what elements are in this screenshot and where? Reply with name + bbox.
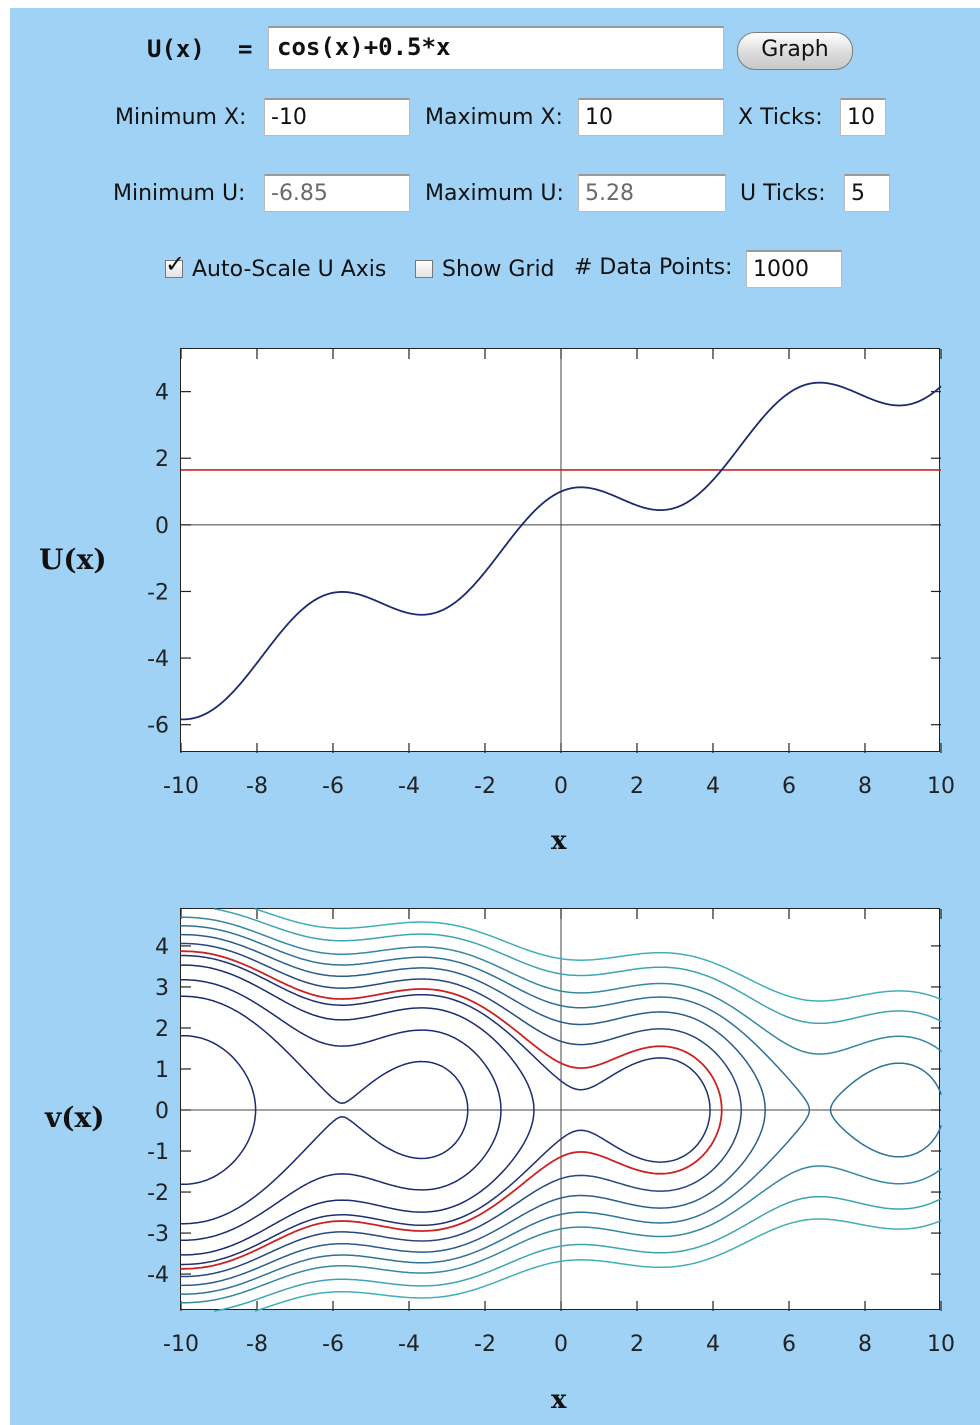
y-tick-label: -2	[147, 580, 169, 605]
x-tick-label: -10	[163, 774, 199, 799]
x-tick-label: 6	[782, 774, 796, 799]
phase-contour	[180, 979, 502, 1241]
u-axis-label: U(x)	[39, 543, 107, 576]
autoscale-label: Auto-Scale U Axis	[192, 257, 387, 282]
app-window: U(x) = cos(x)+0.5*x Graph Minimum X: -10…	[10, 8, 980, 1425]
x-tick-label: 10	[927, 774, 955, 799]
data-points-field[interactable]: 1000	[746, 250, 842, 288]
phase-plot: -10 -8 -6 -4 -2 0 2 4 6 8 10 4 3 2 1 0 -1 -2 -3 -4	[147, 908, 955, 1357]
min-x-field[interactable]: -10	[264, 98, 410, 136]
phase-contour-highlighted	[180, 950, 723, 1270]
y-tick-label: 2	[155, 1017, 169, 1042]
x-tick-label: 8	[858, 774, 872, 799]
x-tick-label: 0	[554, 774, 568, 799]
phase-contour	[180, 925, 942, 1295]
y-tick-label: 4	[155, 935, 169, 960]
x-tick-label: -6	[322, 774, 344, 799]
phase-contour	[180, 1034, 257, 1186]
phase-contour	[180, 995, 469, 1225]
potential-x-axis-label: x	[551, 826, 567, 856]
x-tick-label: 0	[554, 1332, 568, 1357]
formula-name: U(x)	[147, 35, 205, 63]
u-ticks-label: U Ticks:	[740, 181, 826, 206]
y-tick-label: 4	[155, 381, 169, 406]
potential-plot-svg: -10 -8 -6 -4 -2 0 2 4 6 8 10 4 2 0 -2 -4 -6	[147, 349, 955, 799]
y-tick-label: 1	[155, 1058, 169, 1083]
formula-equals: =	[238, 35, 253, 63]
x-tick-label: 2	[630, 774, 644, 799]
y-tick-label: 3	[155, 976, 169, 1001]
phase-contour	[214, 908, 942, 1312]
x-tick-label: -10	[163, 1332, 199, 1357]
x-tick-label: 2	[630, 1332, 644, 1357]
x-tick-label: -4	[398, 1332, 420, 1357]
potential-plot: -10 -8 -6 -4 -2 0 2 4 6 8 10 4 2 0 -2 -4 -6	[147, 348, 955, 799]
phase-contour	[180, 964, 535, 1256]
max-u-label: Maximum U:	[425, 181, 564, 206]
x-tick-label: -6	[322, 1332, 344, 1357]
phase-contour	[180, 954, 711, 1266]
max-u-field[interactable]: 5.28	[578, 174, 726, 212]
min-u-field[interactable]: -6.85	[264, 174, 410, 212]
show-grid-label: Show Grid	[442, 257, 555, 282]
phase-x-axis-label: x	[551, 1385, 567, 1415]
y-tick-label: -4	[147, 1263, 169, 1288]
u-ticks-field[interactable]: 5	[844, 174, 890, 212]
y-tick-label: -6	[147, 714, 169, 739]
max-x-field[interactable]: 10	[578, 98, 724, 136]
x-tick-label: 6	[782, 1332, 796, 1357]
autoscale-checkbox[interactable]: ✓	[165, 252, 185, 278]
y-tick-label: 2	[155, 447, 169, 472]
x-tick-label: 4	[706, 1332, 720, 1357]
phase-contour	[180, 933, 766, 1287]
x-tick-label: 4	[706, 774, 720, 799]
x-tick-label: -4	[398, 774, 420, 799]
phase-contour	[254, 908, 942, 1312]
y-tick-label: -3	[147, 1222, 169, 1247]
show-grid-checkbox[interactable]	[415, 260, 433, 278]
y-tick-label: 0	[155, 514, 169, 539]
y-tick-label: -2	[147, 1181, 169, 1206]
min-u-label: Minimum U:	[113, 181, 246, 206]
x-tick-label: -8	[246, 774, 268, 799]
v-axis-label: v(x)	[45, 1101, 105, 1134]
graph-button[interactable]: Graph	[737, 32, 853, 70]
x-tick-label: 10	[927, 1332, 955, 1357]
phase-contour	[180, 916, 942, 1304]
max-x-label: Maximum X:	[425, 105, 563, 130]
data-points-label: # Data Points:	[574, 255, 733, 280]
x-ticks-label: X Ticks:	[738, 105, 823, 130]
formula-input[interactable]: cos(x)+0.5*x	[268, 26, 724, 70]
x-tick-label: -2	[474, 774, 496, 799]
y-tick-label: -1	[147, 1140, 169, 1165]
potential-curve	[180, 381, 942, 721]
min-x-label: Minimum X:	[115, 105, 247, 130]
checkmark-icon: ✓	[165, 250, 186, 278]
y-tick-label: 0	[155, 1099, 169, 1124]
y-tick-label: -4	[147, 647, 169, 672]
x-tick-label: -8	[246, 1332, 268, 1357]
x-ticks-field[interactable]: 10	[840, 98, 886, 136]
x-tick-label: 8	[858, 1332, 872, 1357]
x-tick-label: -2	[474, 1332, 496, 1357]
phase-contour	[180, 942, 742, 1278]
